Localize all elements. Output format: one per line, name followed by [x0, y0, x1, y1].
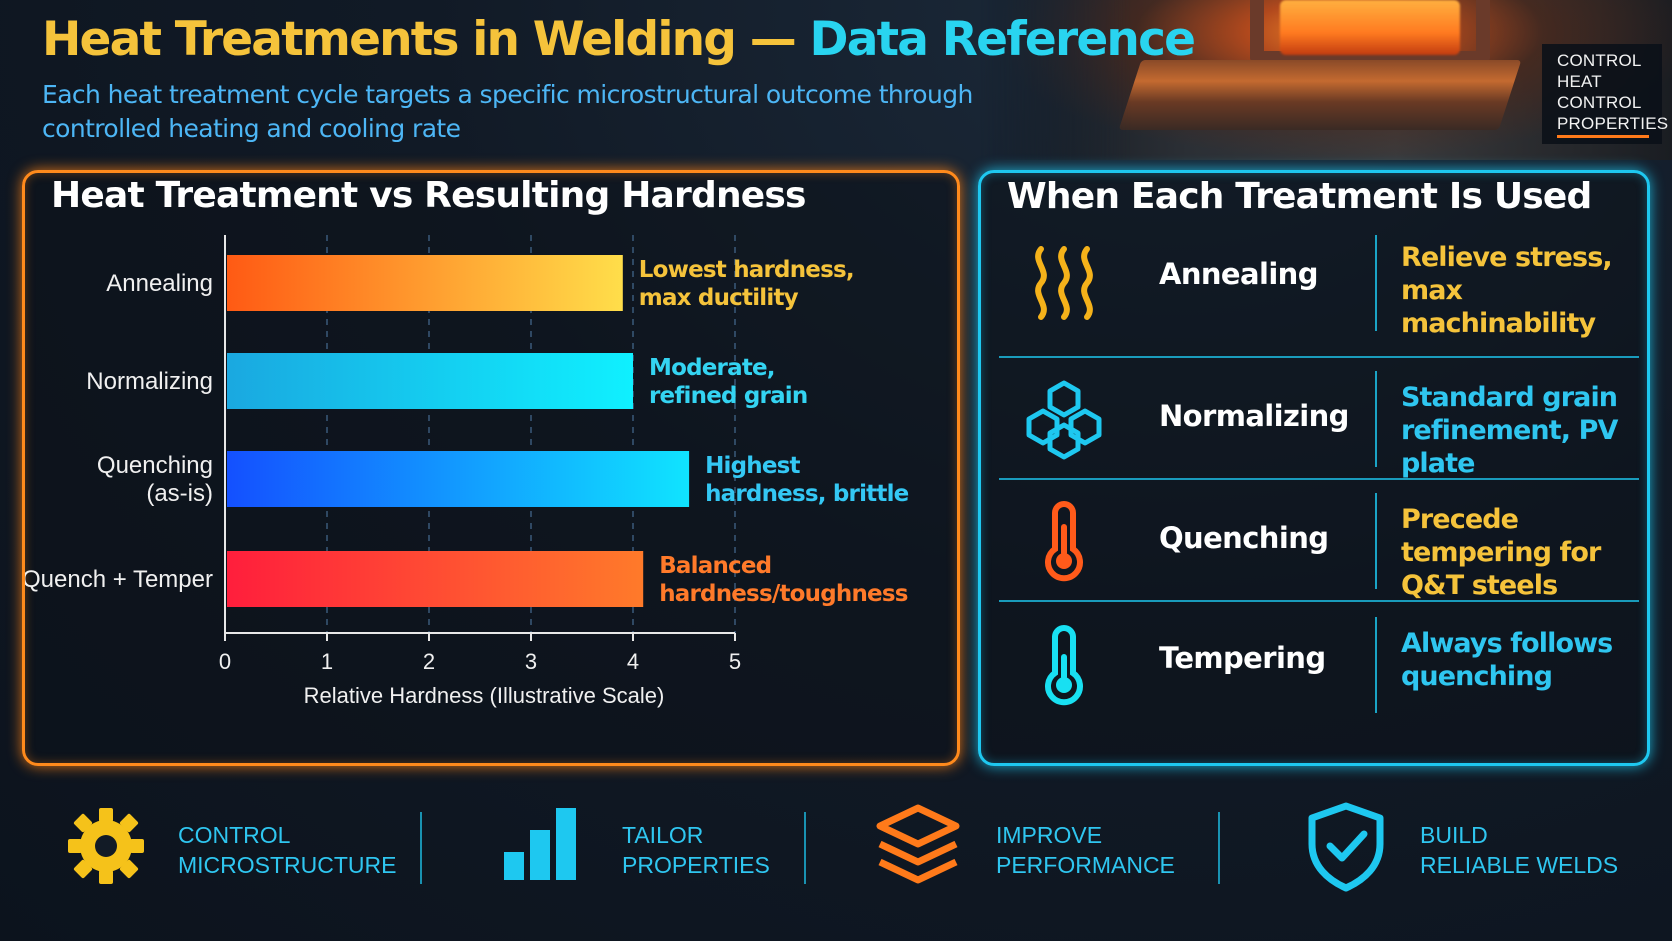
footer-text: TAILOR PROPERTIES: [622, 820, 770, 880]
footer-text: BUILD RELIABLE WELDS: [1420, 820, 1618, 880]
footer-separator: [1218, 812, 1220, 884]
corner-badge: CONTROL HEAT CONTROL PROPERTIES: [1542, 44, 1669, 144]
footer-text: IMPROVE PERFORMANCE: [996, 820, 1175, 880]
row-divider: [999, 356, 1639, 358]
page-title: Heat Treatments in Welding — Data Refere…: [42, 12, 1196, 67]
bar-annotation: Moderate,: [649, 355, 775, 381]
category-label: Quenching: [97, 452, 213, 479]
footer-line: PERFORMANCE: [996, 852, 1175, 878]
x-tick-label: 4: [627, 649, 639, 674]
footer-line: MICROSTRUCTURE: [178, 852, 397, 878]
chart-panel-title: Heat Treatment vs Resulting Hardness: [51, 175, 806, 216]
x-tick-label: 1: [321, 649, 333, 674]
title-accent: Data Reference: [809, 12, 1196, 67]
x-tick-label: 2: [423, 649, 435, 674]
bar-annotation: max ductility: [639, 285, 799, 311]
gear-icon: [68, 808, 144, 884]
row-name: Tempering: [1159, 641, 1326, 675]
shield-check-icon: [1308, 802, 1384, 892]
row-separator: [1375, 235, 1377, 331]
title-dash: —: [735, 12, 810, 67]
row-description: Standard grain refinement, PV plate: [1401, 382, 1618, 479]
bar-quenching: [227, 451, 690, 507]
badge-accent-bar: [1557, 135, 1649, 138]
row-description: Precede tempering for Q&T steels: [1401, 504, 1601, 601]
bar-annotation: hardness/toughness: [659, 581, 908, 607]
grain-structure-icon: [1026, 380, 1102, 460]
hot-thermometer-icon: [1045, 501, 1083, 582]
footer-separator: [420, 812, 422, 884]
row-divider: [999, 600, 1639, 602]
row-separator: [1375, 371, 1377, 467]
usage-row-quenching: Quenching Precede tempering for Q&T stee…: [981, 479, 1653, 603]
usage-panel: When Each Treatment Is Used Annealing Re…: [978, 170, 1650, 766]
row-separator: [1375, 493, 1377, 589]
badge-line: CONTROL: [1557, 93, 1642, 112]
badge-line: PROPERTIES: [1557, 114, 1669, 133]
hardness-bar-chart: 0 1 2 3 4 5 Relative Hardness (Illustrative Sc…: [25, 235, 909, 708]
footer-line: CONTROL: [178, 822, 291, 848]
x-tick-label: 3: [525, 649, 537, 674]
bar-quench-temper: [227, 551, 644, 607]
category-label: Quench + Temper: [25, 566, 213, 593]
footer-line: IMPROVE: [996, 822, 1103, 848]
hardness-chart-panel: Heat Treatment vs Resulting Hardness 0 1 2…: [22, 170, 960, 766]
category-label: Normalizing: [86, 368, 213, 395]
x-tick-label: 0: [219, 649, 231, 674]
row-name: Quenching: [1159, 521, 1329, 555]
bar-normalizing: [227, 353, 633, 409]
category-label: (as-is): [146, 480, 213, 507]
usage-panel-title: When Each Treatment Is Used: [1007, 176, 1592, 217]
footer-line: RELIABLE WELDS: [1420, 852, 1619, 878]
bar-annotation: hardness, brittle: [705, 481, 909, 507]
bar-annotation: Lowest hardness,: [639, 257, 854, 283]
title-main: Heat Treatments in Welding: [42, 12, 737, 67]
badge-line: CONTROL: [1557, 51, 1642, 70]
layers-icon: [876, 804, 960, 884]
bar-annotation: Highest: [705, 453, 800, 479]
row-description: Relieve stress, max machinability: [1401, 242, 1613, 339]
row-divider: [999, 478, 1639, 480]
badge-line: HEAT: [1557, 72, 1602, 91]
footer-line: BUILD: [1420, 822, 1488, 848]
footer-line: PROPERTIES: [622, 852, 770, 878]
usage-row-annealing: Annealing Relieve stress, max machinabil…: [981, 221, 1653, 345]
footer-text: CONTROL MICROSTRUCTURE: [178, 820, 397, 880]
bar-annotation: refined grain: [649, 383, 807, 409]
usage-row-tempering: Tempering Always follows quenching: [981, 603, 1653, 727]
bar-chart-icon: [504, 808, 576, 880]
category-label: Annealing: [106, 270, 213, 297]
furnace-glow: [1280, 0, 1460, 55]
heat-waves-icon: [1035, 246, 1093, 320]
row-separator: [1375, 617, 1377, 713]
steel-slab: [1118, 60, 1522, 130]
footer-separator: [804, 812, 806, 884]
row-name: Normalizing: [1159, 399, 1349, 433]
footer-line: TAILOR: [622, 822, 704, 848]
row-name: Annealing: [1159, 257, 1318, 291]
thermometer-icon: [1045, 625, 1083, 706]
page-subtitle: Each heat treatment cycle targets a spec…: [42, 80, 973, 143]
x-axis-title: Relative Hardness (Illustrative Scale): [304, 683, 665, 708]
usage-row-normalizing: Normalizing Standard grain refinement, P…: [981, 357, 1653, 481]
bar-annealing: [227, 255, 623, 311]
row-description: Always follows quenching: [1401, 628, 1613, 692]
bar-annotation: Balanced: [659, 553, 771, 579]
x-tick-label: 5: [729, 649, 741, 674]
